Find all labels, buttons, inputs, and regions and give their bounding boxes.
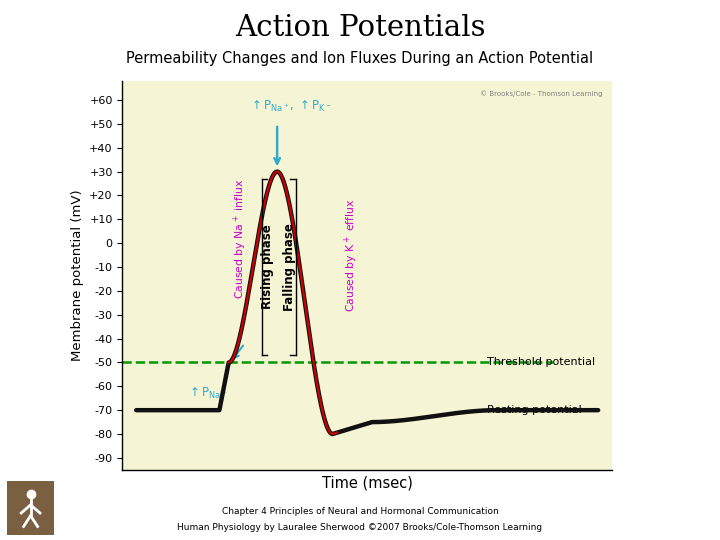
Y-axis label: Membrane potential (mV): Membrane potential (mV) (71, 190, 84, 361)
Text: $\uparrow$P$_{\mathregular{Na^+}}$: $\uparrow$P$_{\mathregular{Na^+}}$ (187, 386, 228, 401)
Text: Action Potentials: Action Potentials (235, 14, 485, 42)
Text: Falling phase: Falling phase (283, 223, 296, 311)
Text: Caused by K$^+$ efflux: Caused by K$^+$ efflux (343, 199, 360, 312)
Text: Chapter 4 Principles of Neural and Hormonal Communication: Chapter 4 Principles of Neural and Hormo… (222, 507, 498, 516)
Text: Threshold potential: Threshold potential (487, 357, 595, 367)
Text: Permeability Changes and Ion Fluxes During an Action Potential: Permeability Changes and Ion Fluxes Duri… (127, 51, 593, 66)
Text: Human Physiology by Lauralee Sherwood ©2007 Brooks/Cole-Thomson Learning: Human Physiology by Lauralee Sherwood ©2… (177, 523, 543, 532)
Text: © Brooks/Cole - Thomson Learning: © Brooks/Cole - Thomson Learning (480, 91, 603, 97)
Text: Rising phase: Rising phase (261, 225, 274, 309)
Text: Resting potential: Resting potential (487, 405, 582, 415)
X-axis label: Time (msec): Time (msec) (322, 475, 413, 490)
Text: $\uparrow$P$_{\mathregular{Na^+}}$, $\uparrow$P$_{\mathregular{K^-}}$: $\uparrow$P$_{\mathregular{Na^+}}$, $\up… (249, 99, 332, 114)
Text: Caused by Na$^+$ influx: Caused by Na$^+$ influx (232, 178, 249, 299)
